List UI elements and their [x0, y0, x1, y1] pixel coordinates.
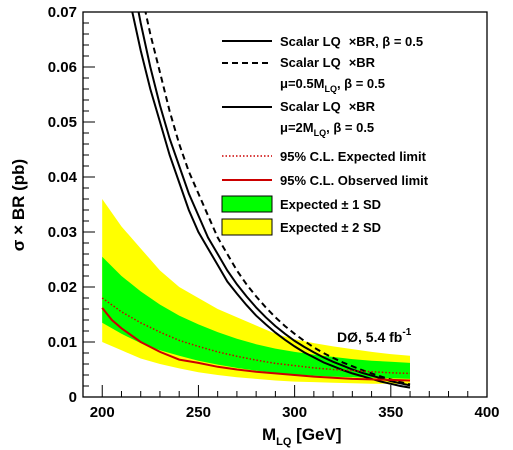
- uncertainty-bands: [102, 199, 410, 385]
- legend-text-band2: Expected ± 2 SD: [280, 220, 381, 235]
- curve-scalar-high: [131, 12, 411, 389]
- y-tick-label-0: 0: [69, 389, 77, 406]
- y-tick-label-7: 0.07: [48, 4, 77, 21]
- x-axis-title-unit: [GeV]: [291, 425, 341, 444]
- legend-text-scalar-high-2: μ=2MLQ, β = 0.5: [280, 120, 374, 138]
- legend-text-scalar: Scalar LQ ×BR, β = 0.5: [280, 34, 423, 49]
- experiment-annotation-main: DØ, 5.4 fb: [337, 329, 402, 345]
- x-axis-title-sub: LQ: [276, 436, 292, 448]
- y-tick-label-3: 0.03: [48, 224, 77, 241]
- curve-expected-limit: [101, 297, 411, 375]
- x-tick-label-300: 300: [282, 404, 307, 421]
- y-tick-label-4: 0.04: [48, 169, 78, 186]
- y-tick-label-6: 0.06: [48, 59, 77, 76]
- legend-text-observed: 95% C.L. Observed limit: [280, 173, 429, 188]
- legend: Scalar LQ ×BR, β = 0.5 Scalar LQ ×BR μ=0.5…: [221, 34, 429, 236]
- legend-text-scalar-high-1: Scalar LQ ×BR: [280, 99, 376, 114]
- plot-frame: [82, 11, 488, 398]
- legend-text-expected: 95% C.L. Expected limit: [280, 149, 427, 164]
- legend-text-scalar-low-1: Scalar LQ ×BR: [280, 55, 376, 70]
- y-tick-label-2: 0.02: [48, 279, 77, 296]
- legend-text-band1: Expected ± 1 SD: [280, 197, 381, 212]
- x-tick-label-400: 400: [474, 404, 499, 421]
- experiment-annotation: DØ, 5.4 fb-1: [337, 327, 412, 345]
- x-tick-label-250: 250: [186, 404, 211, 421]
- band-1sd: [102, 256, 410, 379]
- x-tick-label-200: 200: [90, 404, 115, 421]
- curve-scalar-low: [144, 12, 411, 386]
- curve-observed-limit: [101, 307, 411, 382]
- x-tick-label-350: 350: [378, 404, 403, 421]
- y-tick-label-5: 0.05: [48, 114, 77, 131]
- data-curves: [101, 12, 411, 389]
- x-axis-title: MLQ [GeV]: [262, 425, 342, 448]
- experiment-annotation-sup: -1: [402, 327, 411, 338]
- curve-scalar: [137, 12, 411, 387]
- y-tick-label-1: 0.01: [48, 334, 77, 351]
- axes: 200 250 300 350 400 0 0.01 0.02 0.03 0.04 0.05 0.06…: [48, 4, 500, 421]
- legend-sample-band1: [221, 195, 273, 213]
- x-axis-title-main: M: [262, 425, 276, 444]
- y-axis-title: σ × BR (pb): [9, 159, 28, 251]
- legend-text-scalar-low-2: μ=0.5MLQ, β = 0.5: [280, 76, 385, 94]
- legend-sample-band2: [221, 218, 273, 236]
